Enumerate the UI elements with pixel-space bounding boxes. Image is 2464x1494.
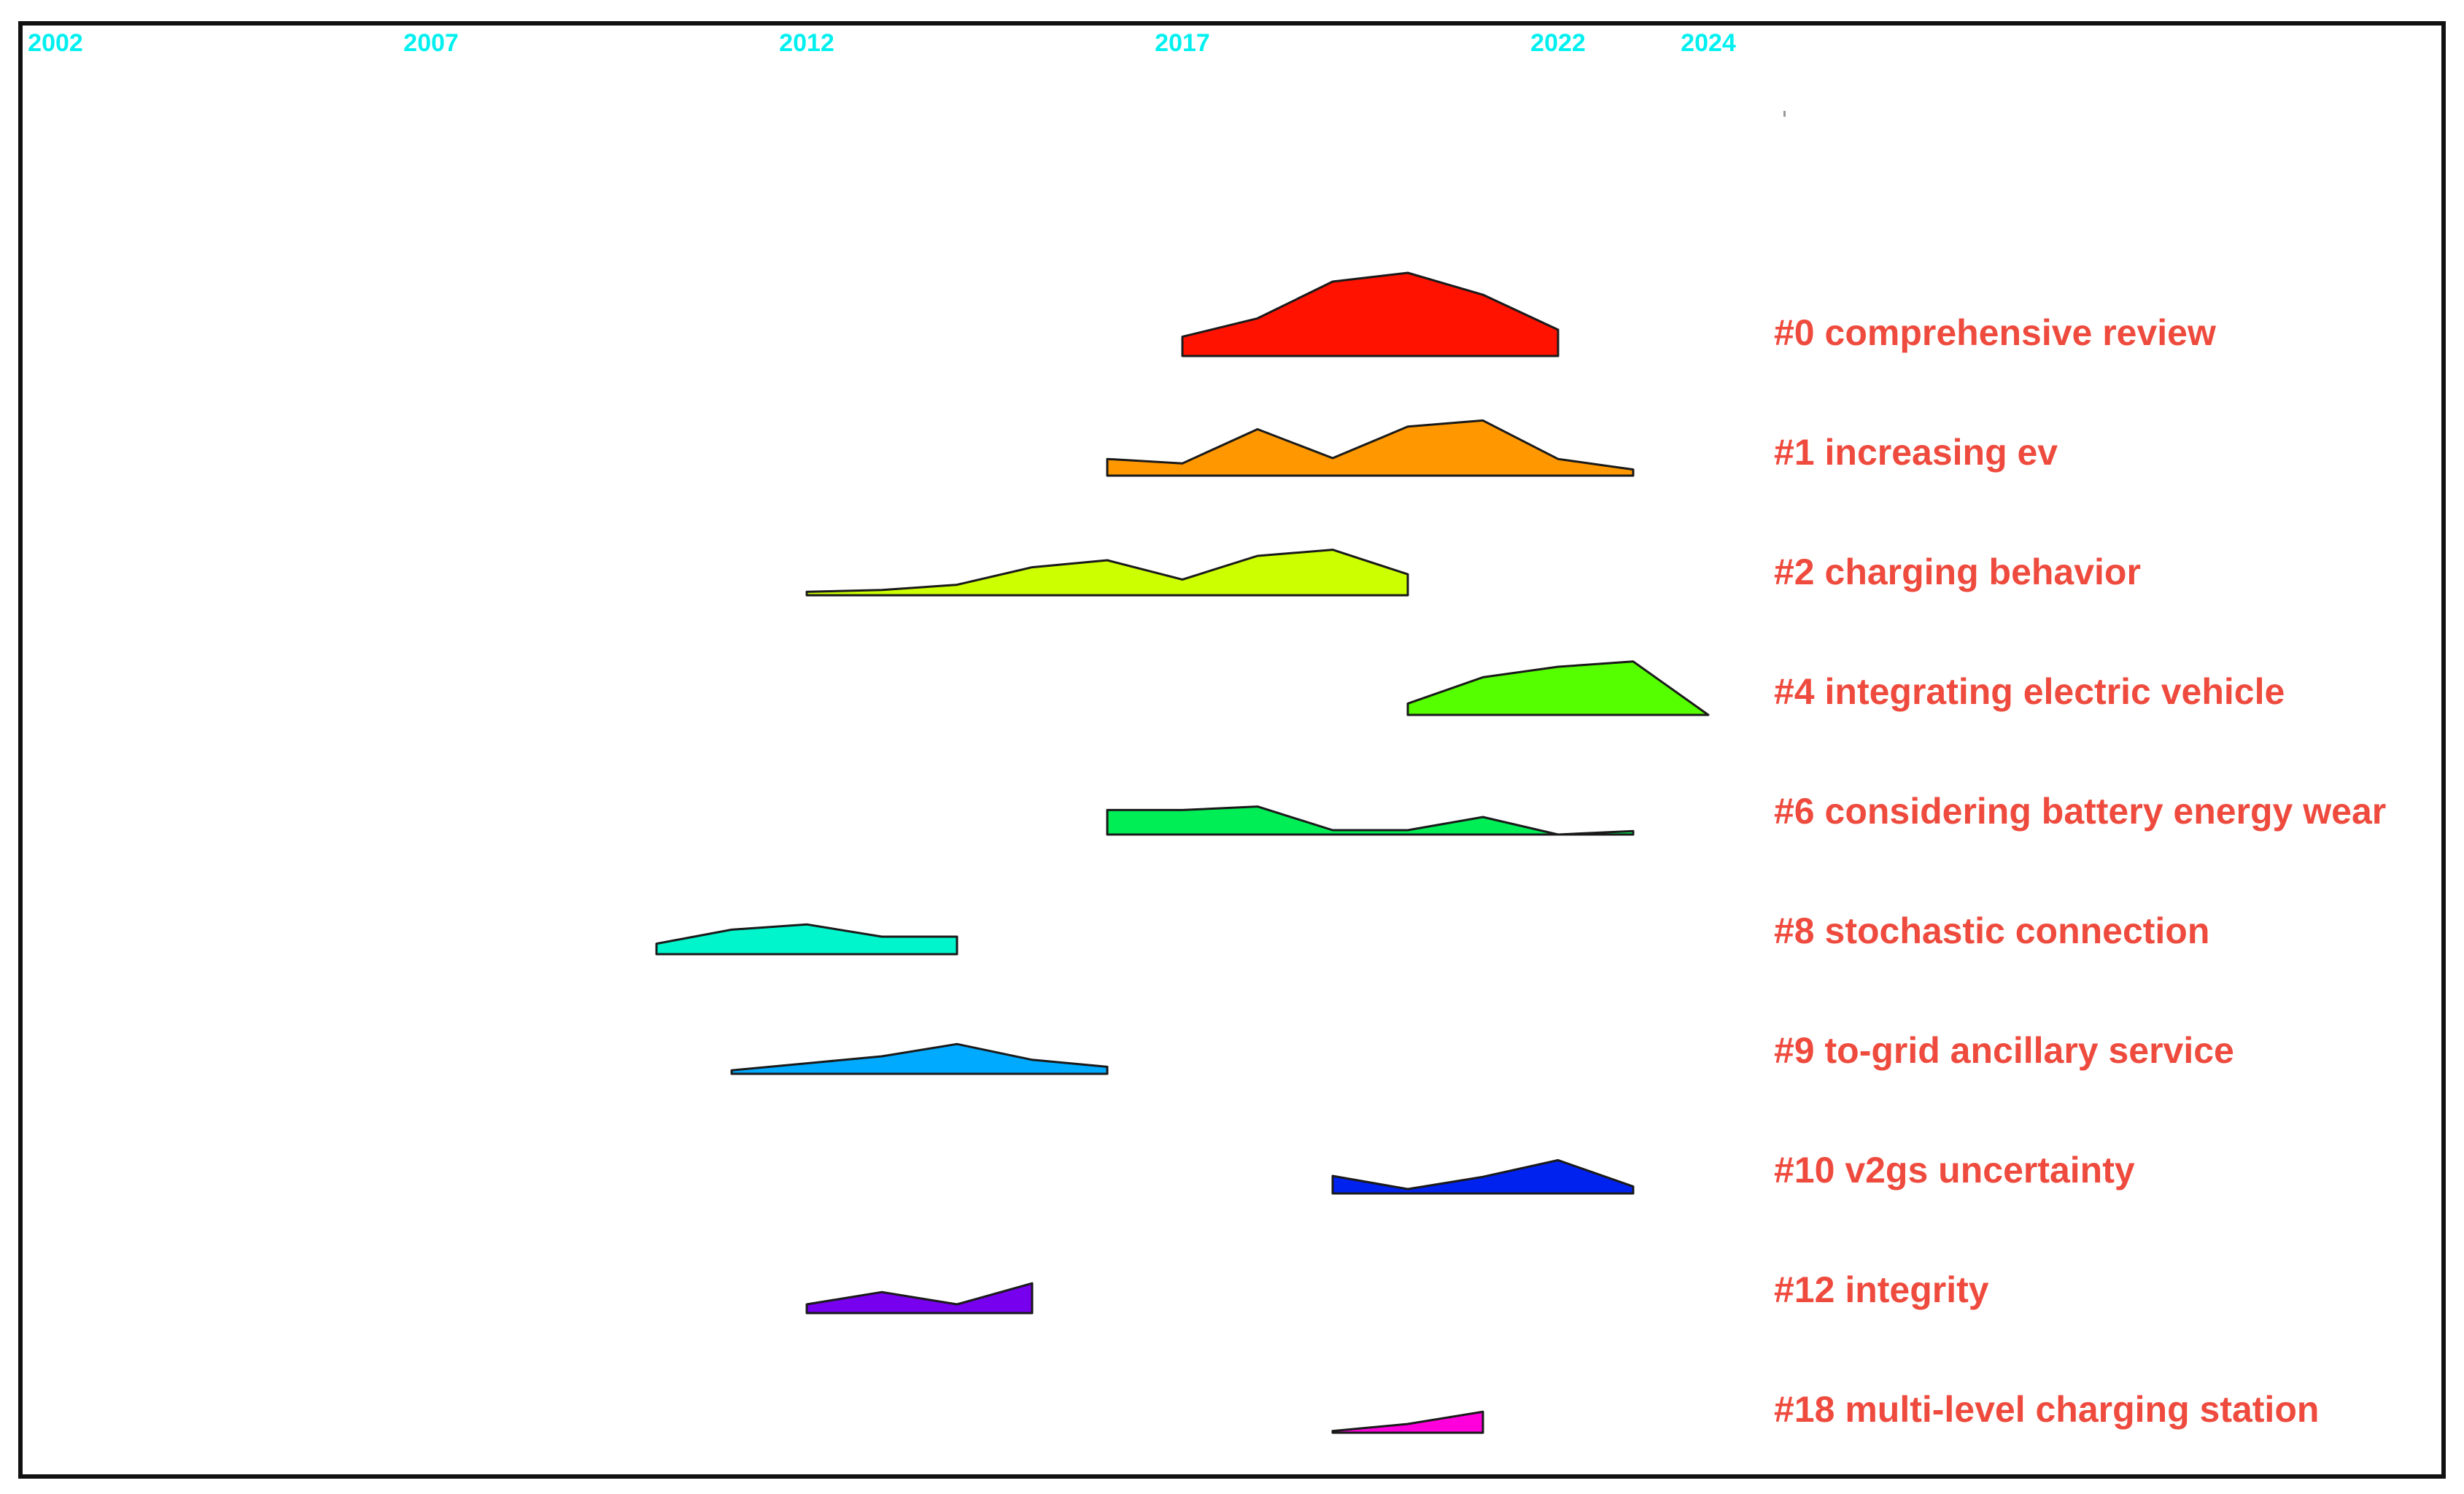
cluster-area <box>1406 660 1710 716</box>
cluster-label: #8 stochastic connection <box>1774 910 2209 951</box>
cluster-area <box>1331 1158 1635 1195</box>
cluster-label: #18 multi-level charging station <box>1774 1389 2319 1430</box>
cluster-label: #12 integrity <box>1774 1269 1989 1310</box>
cluster-label: #9 to-grid ancillary service <box>1774 1030 2234 1071</box>
year-tick-label: 2022 <box>1530 29 1586 57</box>
year-tick-label: 2024 <box>1681 29 1736 57</box>
cluster-area <box>805 1282 1034 1315</box>
cluster-area <box>1106 805 1635 836</box>
cluster-label: #0 comprehensive review <box>1774 312 2216 353</box>
year-tick-label: 2012 <box>779 29 834 57</box>
cluster-labels: #0 comprehensive review #1 increasing ev #… <box>1774 312 2386 1430</box>
year-tick-label: 2017 <box>1155 29 1210 57</box>
cluster-area <box>1181 271 1560 357</box>
cluster-label: #2 charging behavior <box>1774 551 2141 592</box>
cluster-area <box>805 549 1409 597</box>
year-tick-label: 2002 <box>28 29 83 57</box>
cluster-label: #1 increasing ev <box>1774 432 2058 473</box>
cluster-areas <box>655 271 1710 1434</box>
marker-dot <box>1783 111 1786 117</box>
year-tick-label: 2007 <box>403 29 459 57</box>
year-axis: 2002 2007 2012 2017 2022 2024 <box>28 29 1786 117</box>
cluster-label: #6 considering battery energy wear <box>1774 791 2386 832</box>
cluster-area <box>730 1042 1109 1075</box>
cluster-area <box>1331 1410 1484 1434</box>
cluster-area <box>1106 419 1635 477</box>
cluster-label: #10 v2gs uncertainty <box>1774 1150 2135 1191</box>
cluster-label: #4 integrating electric vehicle <box>1774 671 2285 712</box>
cluster-area <box>655 923 958 956</box>
chart-frame <box>18 21 2446 1479</box>
